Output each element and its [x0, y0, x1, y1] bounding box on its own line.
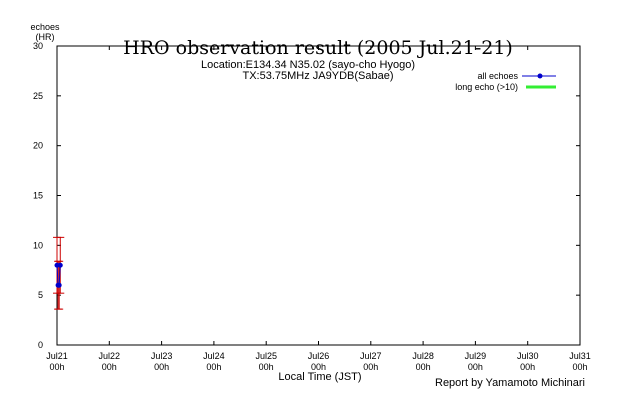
x-tick-sublabel: 00h — [468, 362, 483, 372]
x-tick-sublabel: 00h — [49, 362, 64, 372]
x-tick-label: Jul29 — [465, 351, 487, 361]
x-axis-label: Local Time (JST) — [278, 371, 361, 383]
x-tick-sublabel: 00h — [572, 362, 587, 372]
x-tick-label: Jul22 — [99, 351, 121, 361]
data-point — [57, 262, 63, 268]
plot-area: 051015202530Jul2100hJul2200hJul2300hJul2… — [33, 41, 591, 372]
series-line-all-echoes — [56, 265, 61, 286]
x-tick-label: Jul25 — [255, 351, 277, 361]
legend-dot-all-echoes — [537, 73, 543, 79]
x-tick-sublabel: 00h — [311, 362, 326, 372]
chart-subtitle-location: Location:E134.34 N35.02 (sayo-cho Hyogo) — [201, 59, 415, 71]
y-tick-label: 20 — [33, 141, 43, 151]
credit-text: Report by Yamamoto Michinari — [435, 377, 585, 389]
legend: all echoes long echo (>10) — [455, 71, 556, 92]
x-tick-label: Jul31 — [569, 351, 591, 361]
chart-subtitle-tx: TX:53.75MHz JA9YDB(Sabae) — [242, 70, 393, 82]
y-tick-label: 30 — [33, 41, 43, 51]
y-axis-label: echoes — [30, 22, 60, 32]
x-tick-sublabel: 00h — [154, 362, 169, 372]
x-tick-label: Jul30 — [517, 351, 539, 361]
x-tick-sublabel: 00h — [416, 362, 431, 372]
x-tick-sublabel: 00h — [206, 362, 221, 372]
x-tick-sublabel: 00h — [259, 362, 274, 372]
data-point — [56, 282, 62, 288]
y-axis-unit: (HR) — [36, 32, 55, 42]
x-tick-label: Jul24 — [203, 351, 225, 361]
x-tick-label: Jul23 — [151, 351, 173, 361]
y-tick-label: 10 — [33, 240, 43, 250]
x-tick-label: Jul26 — [308, 351, 330, 361]
x-tick-sublabel: 00h — [363, 362, 378, 372]
x-tick-label: Jul21 — [46, 351, 68, 361]
x-tick-label: Jul27 — [360, 351, 382, 361]
x-tick-label: Jul28 — [412, 351, 434, 361]
y-tick-label: 0 — [38, 340, 43, 350]
y-tick-label: 5 — [38, 290, 43, 300]
legend-label-long-echo: long echo (>10) — [455, 82, 518, 92]
legend-label-all-echoes: all echoes — [477, 71, 518, 81]
x-tick-sublabel: 00h — [520, 362, 535, 372]
x-tick-sublabel: 00h — [102, 362, 117, 372]
y-tick-label: 25 — [33, 91, 43, 101]
y-tick-label: 15 — [33, 191, 43, 201]
